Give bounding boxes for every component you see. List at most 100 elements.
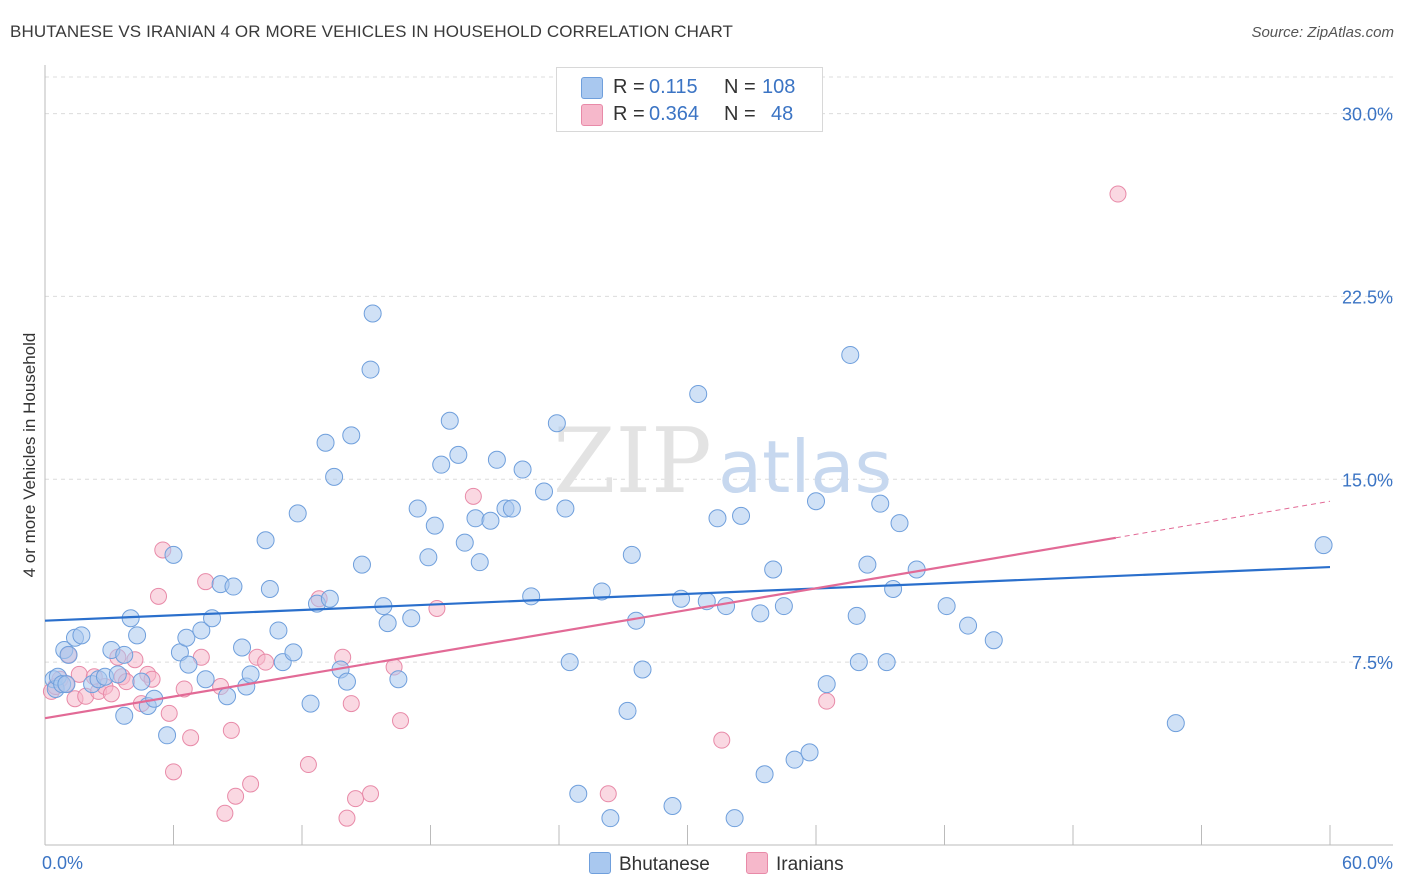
x-axis bbox=[44, 65, 1393, 846]
bhutanese-point bbox=[708, 509, 727, 528]
bhutanese-point bbox=[164, 545, 183, 564]
iranians-point bbox=[216, 804, 234, 822]
bhutanese-point bbox=[128, 626, 147, 645]
n-label: N = bbox=[724, 103, 756, 125]
watermark: ZIP atlas bbox=[553, 409, 892, 514]
bhutanese-point bbox=[177, 628, 196, 647]
bhutanese-point bbox=[841, 345, 860, 364]
iranians-point bbox=[338, 809, 356, 827]
iranians-point bbox=[175, 680, 193, 698]
iranians-point bbox=[227, 787, 245, 805]
iranians-trend-line bbox=[44, 536, 1117, 720]
iranians-trend-extension bbox=[1115, 500, 1331, 539]
iranians-point bbox=[428, 600, 446, 618]
n-label: N = bbox=[724, 76, 756, 98]
iranians-point bbox=[242, 775, 260, 793]
correlation-legend: R = 0.115 N = 108 R = 0.364 N = 48 bbox=[556, 67, 823, 132]
x-tick-label: 60.0% bbox=[1342, 853, 1393, 873]
bhutanese-point bbox=[233, 638, 252, 657]
bhutanese-point bbox=[203, 609, 222, 628]
bhutanese-point bbox=[256, 531, 275, 550]
iranians-point bbox=[197, 573, 215, 591]
bhutanese-point bbox=[513, 460, 532, 479]
bhutanese-n-value: 108 bbox=[762, 76, 796, 98]
bhutanese-point bbox=[569, 784, 588, 803]
y-tick-label: 15.0% bbox=[1342, 470, 1393, 490]
bhutanese-point bbox=[284, 643, 303, 662]
bhutanese-point bbox=[361, 360, 380, 379]
iranians-point bbox=[299, 756, 317, 774]
bhutanese-point bbox=[785, 750, 804, 769]
bhutanese-point bbox=[1314, 536, 1333, 555]
bhutanese-point bbox=[342, 426, 361, 445]
bhutanese-point bbox=[592, 582, 611, 601]
iranians-point bbox=[818, 692, 836, 710]
bhutanese-trend-line bbox=[44, 565, 1331, 622]
bhutanese-point bbox=[470, 553, 489, 572]
iranians-swatch bbox=[746, 852, 768, 874]
bhutanese-point bbox=[72, 626, 91, 645]
iranians-swatch bbox=[581, 104, 603, 126]
bhutanese-point bbox=[871, 494, 890, 513]
iranians-point bbox=[342, 695, 360, 713]
bhutanese-point bbox=[817, 675, 836, 694]
bhutanese-point bbox=[535, 482, 554, 501]
chart-title: BHUTANESE VS IRANIAN 4 OR MORE VEHICLES … bbox=[10, 22, 734, 41]
bhutanese-point bbox=[755, 765, 774, 784]
bhutanese-swatch bbox=[581, 77, 603, 99]
iranians-point bbox=[1109, 185, 1127, 203]
bhutanese-point bbox=[800, 743, 819, 762]
bhutanese-point bbox=[547, 414, 566, 433]
bottom-legend-bhutanese: Bhutanese bbox=[589, 852, 710, 876]
bhutanese-points bbox=[44, 304, 1333, 828]
bhutanese-point bbox=[807, 492, 825, 511]
bottom-legend-iranians: Iranians bbox=[746, 852, 844, 876]
bhutanese-point bbox=[269, 621, 288, 640]
gridlines bbox=[45, 76, 1393, 663]
bhutanese-point bbox=[732, 506, 751, 525]
bhutanese-point bbox=[466, 509, 485, 528]
r-label: R = bbox=[613, 76, 645, 98]
bhutanese-point bbox=[725, 809, 744, 828]
bhutanese-point bbox=[363, 304, 382, 323]
iranians-point bbox=[464, 487, 482, 505]
bhutanese-point bbox=[59, 645, 78, 664]
bhutanese-point bbox=[108, 665, 127, 684]
bhutanese-point bbox=[337, 672, 356, 691]
bhutanese-point bbox=[622, 545, 641, 564]
bhutanese-point bbox=[425, 516, 444, 535]
r-label: R = bbox=[613, 103, 645, 125]
iranians-label: Iranians bbox=[776, 854, 844, 875]
bhutanese-point bbox=[481, 511, 500, 530]
bhutanese-point bbox=[378, 614, 397, 633]
bhutanese-point bbox=[556, 499, 575, 518]
bhutanese-point bbox=[316, 433, 335, 452]
iranians-point bbox=[347, 790, 365, 808]
x-tick-label: 0.0% bbox=[42, 853, 83, 873]
iranians-point bbox=[165, 763, 182, 781]
bhutanese-point bbox=[57, 675, 76, 694]
bhutanese-point bbox=[449, 445, 468, 464]
iranians-point bbox=[362, 785, 380, 803]
bhutanese-point bbox=[663, 796, 682, 815]
bhutanese-point bbox=[192, 621, 211, 640]
bhutanese-point bbox=[959, 616, 978, 635]
bhutanese-point bbox=[717, 597, 736, 616]
iranians-point bbox=[150, 587, 168, 605]
iranians-r-value: 0.364 bbox=[649, 103, 700, 125]
bhutanese-point bbox=[455, 533, 474, 552]
bhutanese-point bbox=[774, 597, 793, 616]
bhutanese-point bbox=[389, 670, 408, 689]
y-tick-label: 22.5% bbox=[1342, 287, 1393, 307]
iranians-point bbox=[713, 731, 731, 749]
watermark-zip: ZIP bbox=[553, 409, 712, 514]
bhutanese-point bbox=[877, 653, 896, 672]
iranians-point bbox=[599, 785, 617, 803]
bhutanese-swatch bbox=[589, 852, 611, 874]
bhutanese-point bbox=[402, 609, 421, 628]
bhutanese-point bbox=[984, 631, 1003, 650]
source-label: Source: ZipAtlas.com bbox=[1251, 24, 1394, 41]
bhutanese-point bbox=[689, 384, 708, 403]
y-tick-label: 30.0% bbox=[1342, 105, 1393, 125]
bhutanese-point bbox=[633, 660, 652, 679]
